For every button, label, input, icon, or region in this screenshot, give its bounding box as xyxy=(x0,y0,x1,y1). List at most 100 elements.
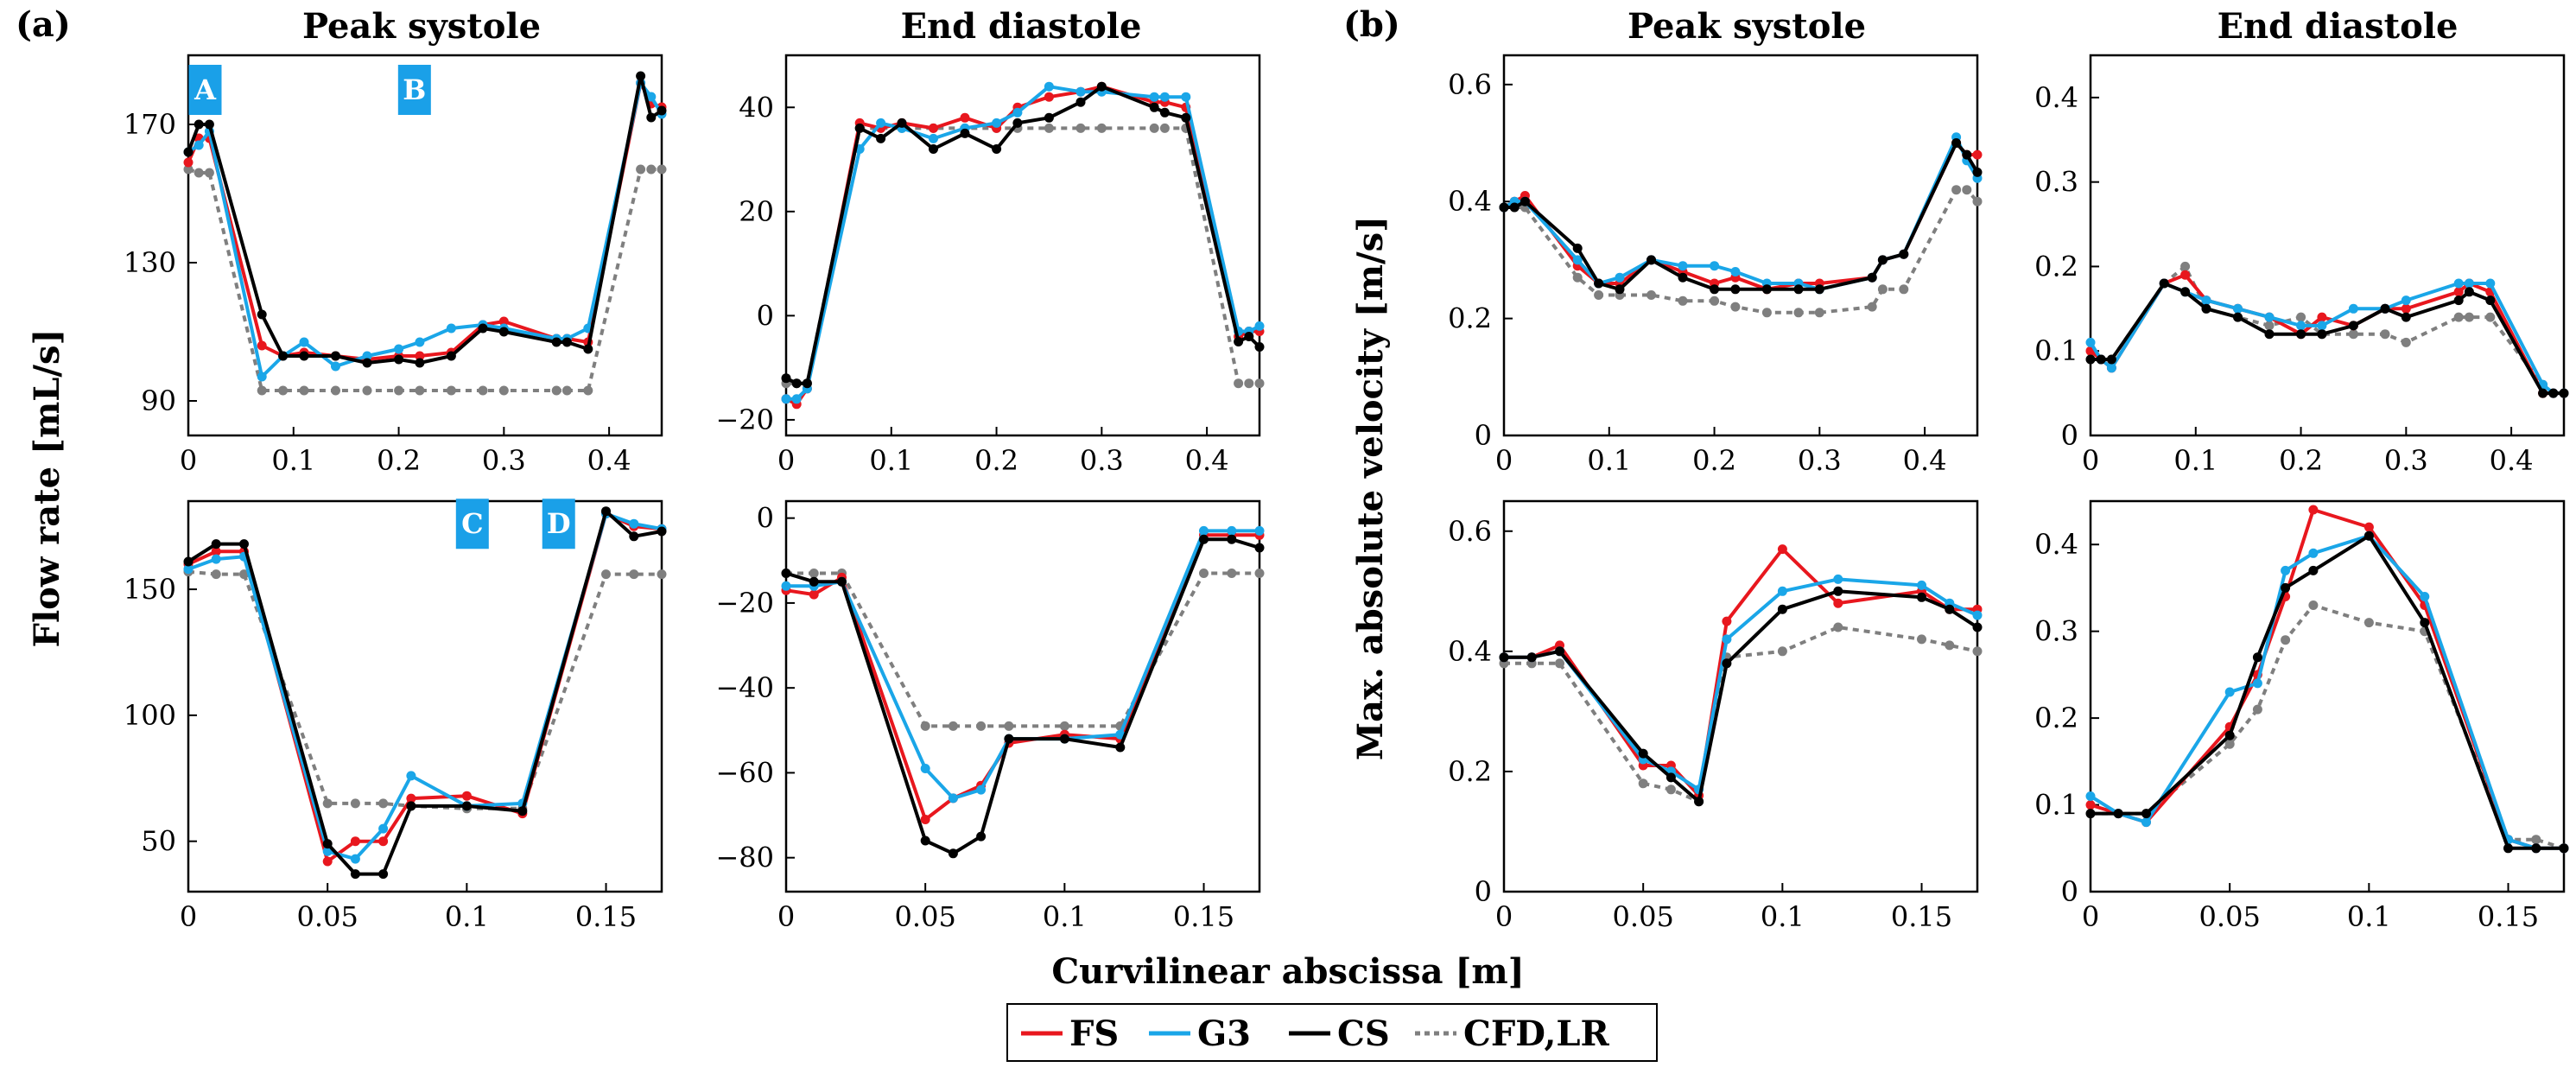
data-point xyxy=(1722,616,1732,626)
data-point xyxy=(1666,772,1676,783)
y-tick-label: −60 xyxy=(715,756,774,789)
data-point xyxy=(211,539,221,550)
data-point xyxy=(551,337,562,347)
data-point xyxy=(2096,354,2106,365)
y-tick-label: 0.1 xyxy=(2034,789,2078,822)
annotation-badge xyxy=(397,65,431,115)
data-point xyxy=(948,793,958,804)
x-tick-label: 0 xyxy=(2082,900,2099,933)
data-point xyxy=(2159,278,2169,289)
series-line xyxy=(1504,589,1979,804)
data-point xyxy=(239,539,249,550)
data-point xyxy=(629,531,639,542)
data-point xyxy=(1761,284,1772,295)
series-line xyxy=(785,537,1260,855)
data-point xyxy=(2308,565,2319,575)
data-point xyxy=(2317,321,2327,331)
data-point xyxy=(1722,658,1732,669)
data-point xyxy=(960,128,970,138)
data-point xyxy=(2559,843,2569,854)
series-cfd-lr xyxy=(2085,261,2569,398)
data-point xyxy=(2201,303,2211,314)
data-point xyxy=(1199,569,1209,578)
annotation-label: D xyxy=(547,507,571,540)
data-point xyxy=(1044,81,1054,92)
data-point xyxy=(876,133,886,143)
data-point xyxy=(2308,600,2319,610)
data-point xyxy=(929,144,938,154)
legend-label-fs: FS xyxy=(1069,1013,1119,1054)
data-point xyxy=(2503,843,2513,854)
data-point xyxy=(2252,678,2262,689)
data-point xyxy=(322,839,333,849)
data-point xyxy=(406,793,416,804)
data-point xyxy=(2308,505,2319,515)
data-point xyxy=(2224,730,2235,740)
y-tick-label: 0.4 xyxy=(1448,185,1492,218)
data-point xyxy=(2180,261,2191,271)
data-point xyxy=(1526,652,1537,663)
data-point xyxy=(1555,658,1564,669)
data-point xyxy=(2281,565,2291,575)
data-point xyxy=(1004,721,1014,731)
x-tick-label: 0 xyxy=(2082,444,2099,477)
x-tick-label: 0.4 xyxy=(587,444,631,477)
data-point xyxy=(1638,748,1648,759)
data-point xyxy=(1254,321,1265,331)
data-point xyxy=(929,123,938,133)
x-tick-label: 0.2 xyxy=(2279,444,2323,477)
data-point xyxy=(204,168,214,178)
data-point xyxy=(1254,342,1265,352)
data-point xyxy=(2548,388,2559,398)
data-point xyxy=(211,546,221,556)
x-tick-label: 0 xyxy=(180,900,197,933)
data-point xyxy=(1254,525,1265,536)
data-point xyxy=(446,323,456,334)
data-point xyxy=(415,358,425,368)
data-point xyxy=(2464,312,2474,322)
data-point xyxy=(299,351,309,361)
data-point xyxy=(976,785,987,795)
x-tick-label: 0.15 xyxy=(575,900,637,933)
series-g3 xyxy=(1499,132,1983,295)
data-point xyxy=(498,316,509,327)
data-point xyxy=(1761,308,1772,318)
legend-label-g3: G3 xyxy=(1197,1013,1251,1054)
y-tick-label: −80 xyxy=(715,842,774,874)
data-point xyxy=(2401,312,2411,322)
chart-b-ps-bot: 0 0.05 0.1 0.15 0 0.2 0.4 0.6 xyxy=(1448,499,1983,933)
x-tick-label: 0.3 xyxy=(1080,444,1124,477)
data-point xyxy=(2380,329,2390,340)
data-point xyxy=(2085,791,2096,801)
annotation-label: B xyxy=(403,73,426,106)
data-point xyxy=(2085,809,2096,819)
y-tick-label: −40 xyxy=(715,671,774,704)
y-tick-label: 0.6 xyxy=(1448,68,1492,101)
x-tick-label: 0.4 xyxy=(1185,444,1229,477)
x-tick-label: 0.05 xyxy=(297,900,358,933)
data-point xyxy=(1044,123,1054,133)
data-point xyxy=(920,764,930,773)
x-tick-label: 0.15 xyxy=(2478,900,2539,933)
data-point xyxy=(394,385,404,396)
data-point xyxy=(2224,687,2235,697)
data-point xyxy=(278,385,289,396)
data-point xyxy=(636,71,646,81)
data-point xyxy=(1254,569,1265,578)
data-point xyxy=(1972,610,1983,620)
series-g3 xyxy=(781,81,1265,404)
plot-frame xyxy=(187,499,663,893)
data-point xyxy=(1159,123,1170,133)
chart-b-ps-top: 0 0.1 0.2 0.3 0.4 0 0.2 0.4 0.6 xyxy=(1448,54,1983,477)
series-fs xyxy=(781,530,1265,824)
annotation-label: C xyxy=(461,507,483,540)
data-point xyxy=(992,144,1002,154)
annotation-badge xyxy=(542,499,575,550)
data-point xyxy=(781,581,791,591)
data-point xyxy=(194,140,204,150)
data-point xyxy=(837,576,847,587)
data-point xyxy=(1572,255,1583,265)
data-point xyxy=(183,564,194,575)
